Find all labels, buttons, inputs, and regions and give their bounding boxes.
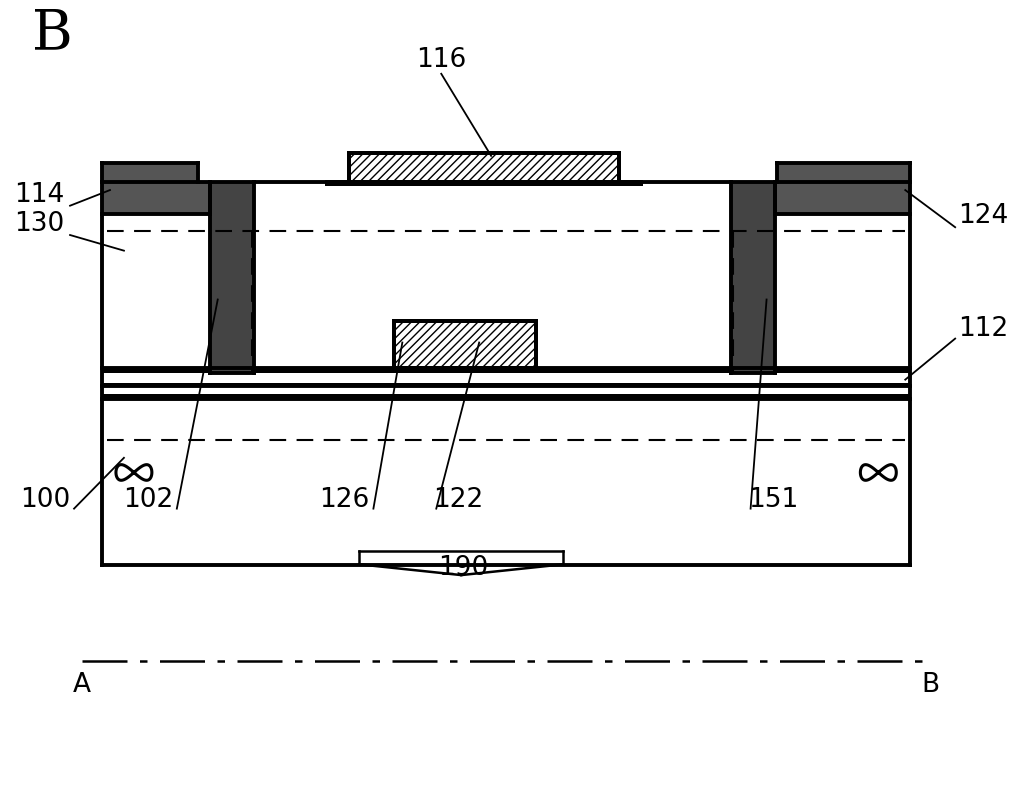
Bar [102, 163, 197, 182]
Text: 124: 124 [958, 203, 1008, 229]
Text: 190: 190 [438, 555, 488, 581]
Text: 112: 112 [958, 316, 1008, 342]
Text: 151: 151 [748, 487, 799, 513]
Text: 102: 102 [123, 487, 174, 513]
Text: 116: 116 [416, 47, 467, 73]
Bar [102, 382, 910, 386]
Bar [102, 386, 910, 394]
Text: B: B [921, 672, 940, 699]
Text: A: A [73, 672, 91, 699]
Text: 122: 122 [433, 487, 483, 513]
Bar [774, 182, 910, 213]
Bar [102, 399, 910, 565]
Text: 130: 130 [13, 211, 64, 237]
Bar [102, 373, 910, 382]
Text: 100: 100 [20, 487, 70, 513]
Bar [776, 163, 910, 182]
Text: 126: 126 [319, 487, 369, 513]
Bar [210, 182, 254, 373]
Bar [350, 153, 619, 184]
Bar [102, 394, 910, 398]
Bar [395, 321, 536, 368]
Bar [102, 182, 910, 368]
Bar [731, 182, 774, 373]
Text: B: B [32, 6, 73, 61]
Text: 114: 114 [13, 182, 64, 208]
Bar [327, 182, 640, 184]
Bar [102, 182, 210, 213]
Bar [102, 368, 910, 373]
